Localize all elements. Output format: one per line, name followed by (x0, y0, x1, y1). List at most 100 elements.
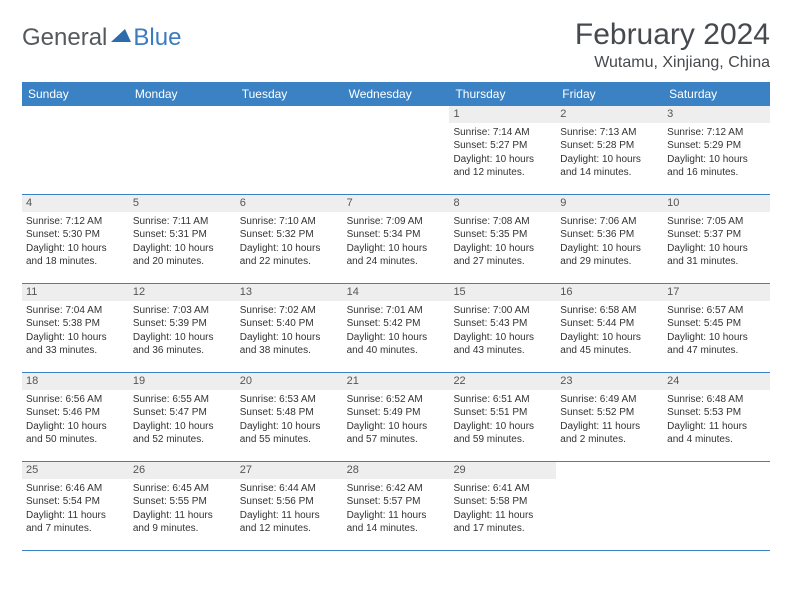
day-sunset: Sunset: 5:35 PM (453, 228, 552, 242)
day-daylight1: Daylight: 10 hours (133, 242, 232, 256)
day-sunset: Sunset: 5:52 PM (560, 406, 659, 420)
day-daylight1: Daylight: 10 hours (26, 331, 125, 345)
day-sunset: Sunset: 5:36 PM (560, 228, 659, 242)
day-daylight1: Daylight: 11 hours (133, 509, 232, 523)
day-daylight2: and 57 minutes. (347, 433, 446, 447)
day-sunset: Sunset: 5:30 PM (26, 228, 125, 242)
day-number: 11 (22, 284, 129, 301)
day-daylight1: Daylight: 10 hours (667, 153, 766, 167)
day-sunset: Sunset: 5:27 PM (453, 139, 552, 153)
day-daylight1: Daylight: 10 hours (26, 242, 125, 256)
day-sunrise: Sunrise: 7:04 AM (26, 304, 125, 318)
day-sunrise: Sunrise: 6:51 AM (453, 393, 552, 407)
day-sunrise: Sunrise: 7:12 AM (26, 215, 125, 229)
day-cell (663, 462, 770, 550)
day-sunrise: Sunrise: 6:48 AM (667, 393, 766, 407)
day-number: 22 (449, 373, 556, 390)
day-sunrise: Sunrise: 7:00 AM (453, 304, 552, 318)
day-sunrise: Sunrise: 6:42 AM (347, 482, 446, 496)
day-daylight2: and 45 minutes. (560, 344, 659, 358)
day-sunset: Sunset: 5:43 PM (453, 317, 552, 331)
day-sunrise: Sunrise: 6:45 AM (133, 482, 232, 496)
day-sunset: Sunset: 5:46 PM (26, 406, 125, 420)
day-sunrise: Sunrise: 7:08 AM (453, 215, 552, 229)
day-sunrise: Sunrise: 6:41 AM (453, 482, 552, 496)
day-daylight2: and 55 minutes. (240, 433, 339, 447)
day-sunset: Sunset: 5:54 PM (26, 495, 125, 509)
day-daylight2: and 47 minutes. (667, 344, 766, 358)
day-sunset: Sunset: 5:48 PM (240, 406, 339, 420)
day-daylight2: and 9 minutes. (133, 522, 232, 536)
day-sunset: Sunset: 5:58 PM (453, 495, 552, 509)
day-cell: 9Sunrise: 7:06 AMSunset: 5:36 PMDaylight… (556, 195, 663, 283)
day-cell (236, 106, 343, 194)
day-cell: 14Sunrise: 7:01 AMSunset: 5:42 PMDayligh… (343, 284, 450, 372)
day-daylight1: Daylight: 10 hours (240, 420, 339, 434)
day-number: 10 (663, 195, 770, 212)
day-sunset: Sunset: 5:56 PM (240, 495, 339, 509)
day-sunrise: Sunrise: 7:03 AM (133, 304, 232, 318)
weekday-header: Monday (129, 82, 236, 106)
day-daylight1: Daylight: 10 hours (453, 153, 552, 167)
logo-triangle-icon (111, 27, 131, 50)
day-cell: 6Sunrise: 7:10 AMSunset: 5:32 PMDaylight… (236, 195, 343, 283)
day-sunset: Sunset: 5:57 PM (347, 495, 446, 509)
day-cell (22, 106, 129, 194)
day-number: 24 (663, 373, 770, 390)
day-daylight2: and 59 minutes. (453, 433, 552, 447)
day-sunrise: Sunrise: 6:58 AM (560, 304, 659, 318)
day-daylight2: and 36 minutes. (133, 344, 232, 358)
day-number: 1 (449, 106, 556, 123)
day-daylight1: Daylight: 11 hours (347, 509, 446, 523)
day-daylight1: Daylight: 11 hours (26, 509, 125, 523)
day-number: 20 (236, 373, 343, 390)
calendar: Sunday Monday Tuesday Wednesday Thursday… (22, 82, 770, 551)
day-sunset: Sunset: 5:34 PM (347, 228, 446, 242)
day-number: 13 (236, 284, 343, 301)
day-number: 5 (129, 195, 236, 212)
day-cell (343, 106, 450, 194)
day-cell: 29Sunrise: 6:41 AMSunset: 5:58 PMDayligh… (449, 462, 556, 550)
day-daylight2: and 17 minutes. (453, 522, 552, 536)
day-daylight1: Daylight: 10 hours (133, 331, 232, 345)
day-cell: 27Sunrise: 6:44 AMSunset: 5:56 PMDayligh… (236, 462, 343, 550)
day-daylight1: Daylight: 10 hours (240, 331, 339, 345)
day-sunrise: Sunrise: 6:46 AM (26, 482, 125, 496)
day-sunrise: Sunrise: 6:55 AM (133, 393, 232, 407)
day-sunset: Sunset: 5:42 PM (347, 317, 446, 331)
day-cell: 3Sunrise: 7:12 AMSunset: 5:29 PMDaylight… (663, 106, 770, 194)
day-daylight1: Daylight: 11 hours (240, 509, 339, 523)
day-number: 28 (343, 462, 450, 479)
day-daylight1: Daylight: 10 hours (347, 420, 446, 434)
day-sunrise: Sunrise: 6:53 AM (240, 393, 339, 407)
day-daylight2: and 2 minutes. (560, 433, 659, 447)
day-sunset: Sunset: 5:51 PM (453, 406, 552, 420)
day-daylight1: Daylight: 10 hours (133, 420, 232, 434)
logo: General Blue (22, 24, 181, 52)
day-daylight1: Daylight: 10 hours (453, 242, 552, 256)
day-daylight2: and 20 minutes. (133, 255, 232, 269)
day-number: 4 (22, 195, 129, 212)
day-daylight2: and 7 minutes. (26, 522, 125, 536)
day-sunrise: Sunrise: 7:13 AM (560, 126, 659, 140)
day-cell: 22Sunrise: 6:51 AMSunset: 5:51 PMDayligh… (449, 373, 556, 461)
day-daylight1: Daylight: 10 hours (667, 331, 766, 345)
day-daylight1: Daylight: 10 hours (560, 242, 659, 256)
day-number: 23 (556, 373, 663, 390)
day-daylight2: and 14 minutes. (347, 522, 446, 536)
day-daylight2: and 12 minutes. (240, 522, 339, 536)
day-sunset: Sunset: 5:44 PM (560, 317, 659, 331)
weekday-header: Friday (556, 82, 663, 106)
day-daylight2: and 18 minutes. (26, 255, 125, 269)
day-cell: 16Sunrise: 6:58 AMSunset: 5:44 PMDayligh… (556, 284, 663, 372)
day-daylight2: and 50 minutes. (26, 433, 125, 447)
day-cell: 26Sunrise: 6:45 AMSunset: 5:55 PMDayligh… (129, 462, 236, 550)
week-row: 1Sunrise: 7:14 AMSunset: 5:27 PMDaylight… (22, 106, 770, 195)
day-sunrise: Sunrise: 6:49 AM (560, 393, 659, 407)
day-daylight1: Daylight: 10 hours (347, 331, 446, 345)
title-block: February 2024 Wutamu, Xinjiang, China (575, 18, 770, 72)
day-cell: 7Sunrise: 7:09 AMSunset: 5:34 PMDaylight… (343, 195, 450, 283)
day-sunrise: Sunrise: 7:02 AM (240, 304, 339, 318)
day-daylight2: and 22 minutes. (240, 255, 339, 269)
weekday-header: Saturday (663, 82, 770, 106)
